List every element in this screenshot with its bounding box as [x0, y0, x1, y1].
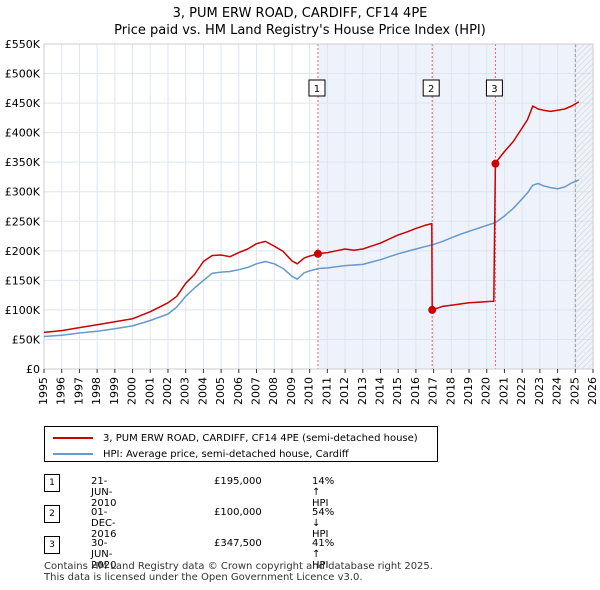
x-tick-label: 2007: [250, 377, 263, 405]
chart-title: 3, PUM ERW ROAD, CARDIFF, CF14 4PE: [172, 6, 428, 21]
y-tick-label: £100K: [5, 304, 41, 317]
x-tick-label: 2003: [179, 377, 192, 405]
x-tick-label: 1998: [90, 377, 103, 405]
x-tick-label: 2011: [320, 377, 333, 405]
y-tick-label: £300K: [5, 186, 41, 199]
transaction-label-number: 1: [314, 84, 320, 95]
y-tick-label: £0: [26, 363, 40, 376]
x-tick-label: 2026: [586, 377, 599, 405]
y-tick-label: £450K: [5, 97, 41, 110]
footer-copyright: Contains HM Land Registry data © Crown c…: [44, 561, 433, 572]
x-tick-label: 2017: [427, 377, 440, 405]
transaction-date: 30-JUN-2020: [91, 538, 117, 571]
transaction-hpi-change: 54% ↓ HPI: [312, 507, 335, 540]
transaction-date: 01-DEC-2016: [91, 507, 117, 540]
x-tick-label: 2024: [551, 377, 564, 405]
x-tick-label: 1999: [108, 377, 121, 405]
hpi-series-line: [43, 179, 580, 338]
transaction-price: £100,000: [214, 507, 262, 518]
x-tick-label: 1995: [37, 377, 50, 405]
plot-frame: [43, 43, 594, 370]
x-tick-label: 1997: [72, 377, 85, 405]
transaction-hpi-change: 41% ↑ HPI: [312, 538, 335, 571]
transaction-number: 2: [44, 505, 60, 523]
x-tick-label: 2001: [143, 377, 156, 405]
x-tick-label: 2000: [126, 377, 139, 405]
y-tick-label: £500K: [5, 68, 41, 81]
x-tick-label: 2019: [462, 377, 475, 405]
x-tick-label: 1996: [55, 377, 68, 405]
y-tick-label: £350K: [5, 156, 41, 169]
y-tick-label: £200K: [5, 245, 41, 258]
transaction-date: 21-JUN-2010: [91, 476, 117, 509]
transaction-label-number: 2: [428, 84, 434, 95]
x-tick-label: 2023: [533, 377, 546, 405]
y-tick-label: £550K: [5, 38, 41, 51]
y-tick-label: £400K: [5, 127, 41, 140]
transaction-price: £347,500: [214, 538, 262, 549]
chart-subtitle: Price paid vs. HM Land Registry's House …: [114, 23, 486, 38]
x-tick-label: 2009: [285, 377, 298, 405]
transaction-label-number: 3: [491, 84, 497, 95]
x-tick-label: 2012: [338, 377, 351, 405]
transaction-label-box: [422, 79, 440, 97]
sale-point-marker: [491, 159, 500, 168]
x-tick-label: 2018: [444, 377, 457, 405]
transaction-number: 3: [44, 536, 60, 554]
y-tick-label: £50K: [12, 333, 41, 346]
transaction-label-box: [485, 79, 503, 97]
footer-license: This data is licensed under the Open Gov…: [44, 572, 363, 583]
transaction-price: £195,000: [214, 476, 262, 487]
forecast-region: [575, 44, 593, 369]
x-tick-label: 2002: [161, 377, 174, 405]
legend-item-price: 3, PUM ERW ROAD, CARDIFF, CF14 4PE (semi…: [53, 430, 418, 446]
transaction-label-box: [308, 79, 326, 97]
price-paid-series-line: [43, 101, 580, 334]
x-tick-label: 2010: [303, 377, 316, 405]
sale-point-marker: [428, 305, 437, 314]
transaction-hpi-change: 14% ↑ HPI: [312, 476, 335, 509]
x-tick-label: 2005: [214, 377, 227, 405]
transaction-number: 1: [44, 474, 60, 492]
x-tick-label: 2015: [391, 377, 404, 405]
x-tick-label: 2014: [373, 377, 386, 405]
y-tick-label: £250K: [5, 215, 41, 228]
sale-point-marker: [313, 249, 322, 258]
x-tick-label: 2025: [568, 377, 581, 405]
legend-item-hpi: HPI: Average price, semi-detached house,…: [53, 446, 349, 462]
x-tick-label: 2021: [497, 377, 510, 405]
x-tick-label: 2004: [196, 377, 209, 405]
x-tick-label: 2013: [356, 377, 369, 405]
shaded-ownership-region: [317, 44, 593, 369]
legend-label-price: 3, PUM ERW ROAD, CARDIFF, CF14 4PE (semi…: [103, 432, 418, 444]
x-tick-label: 2016: [409, 377, 422, 405]
legend: 3, PUM ERW ROAD, CARDIFF, CF14 4PE (semi…: [44, 426, 438, 462]
legend-swatch-hpi: [53, 453, 93, 455]
x-tick-label: 2020: [480, 377, 493, 405]
x-tick-label: 2006: [232, 377, 245, 405]
x-tick-label: 2022: [515, 377, 528, 405]
price-chart: £0 £50K £100K £150K £200K £250K £300K £350K £400…: [5, 38, 599, 405]
footer: Contains HM Land Registry data © Crown c…: [44, 561, 433, 583]
legend-label-hpi: HPI: Average price, semi-detached house,…: [103, 448, 349, 460]
x-tick-label: 2008: [267, 377, 280, 405]
y-tick-label: £150K: [5, 274, 41, 287]
legend-swatch-price: [53, 437, 93, 439]
